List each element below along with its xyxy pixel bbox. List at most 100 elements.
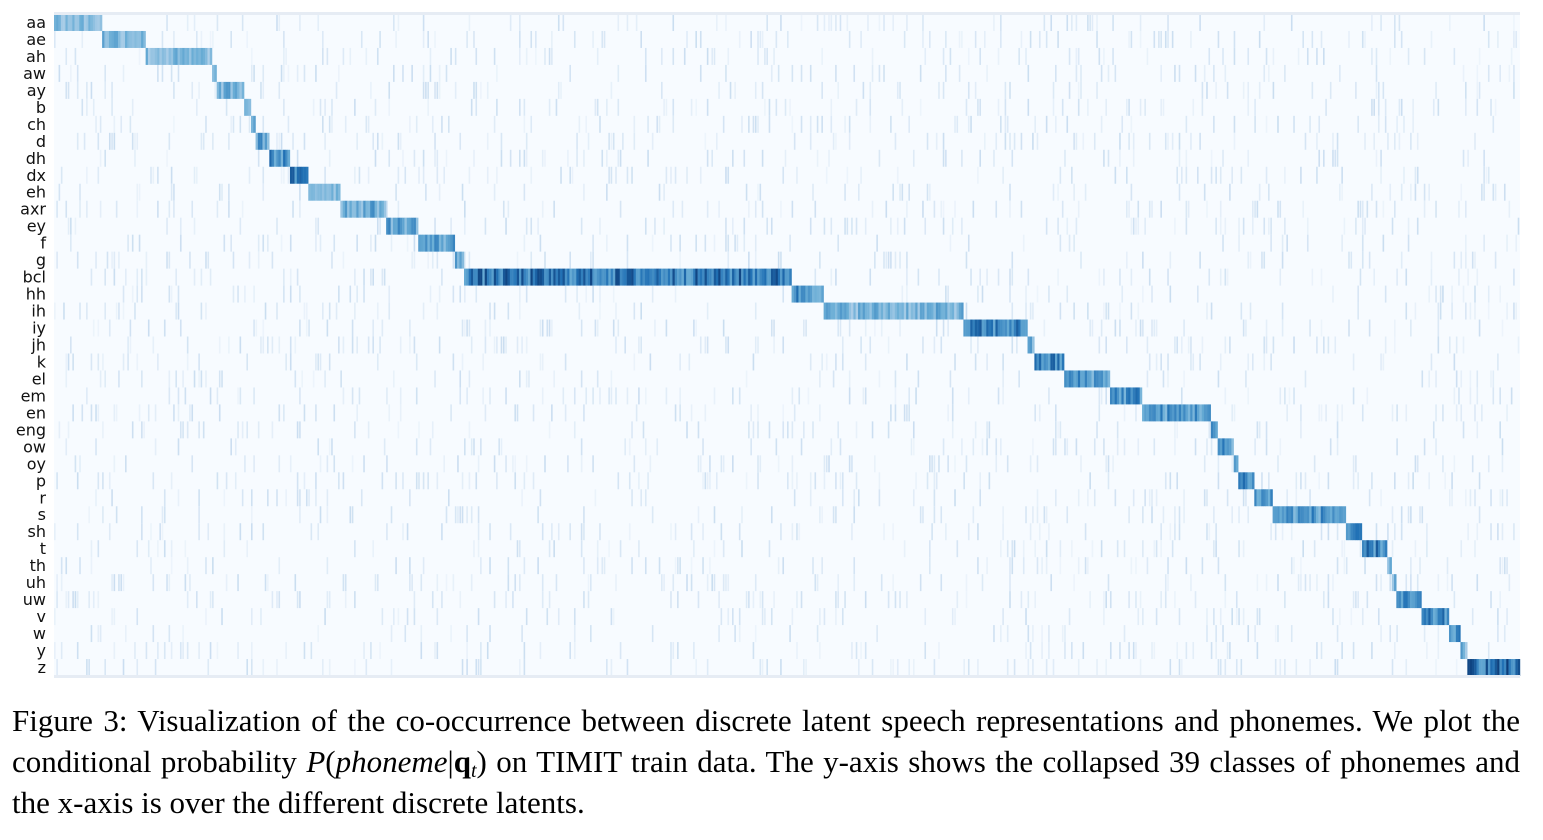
heatmap-cell: [1059, 421, 1062, 439]
heatmap-cell: [1396, 404, 1398, 422]
heatmap-cell-diagonal: [1103, 370, 1106, 388]
heatmap-cell-diagonal: [748, 268, 751, 286]
heatmap-cell: [929, 30, 931, 48]
heatmap-cell: [1343, 217, 1346, 235]
heatmap-cell: [161, 523, 164, 541]
heatmap-cell: [422, 14, 425, 31]
heatmap-cell: [86, 81, 88, 99]
heatmap-cell: [1272, 81, 1275, 99]
heatmap-cell: [1185, 166, 1188, 184]
heatmap-cell-diagonal: [1375, 540, 1379, 558]
heatmap-cell: [1405, 302, 1408, 320]
heatmap-cell: [1208, 47, 1211, 65]
heatmap-cell: [1242, 81, 1245, 99]
heatmap-cell: [631, 166, 633, 184]
heatmap-cell: [672, 14, 675, 31]
heatmap-cell: [722, 455, 725, 473]
heatmap-cell: [102, 421, 104, 439]
heatmap-cell: [1142, 319, 1144, 337]
heatmap-cell: [1091, 319, 1094, 337]
heatmap-cell: [65, 81, 68, 99]
heatmap-cell: [482, 387, 484, 405]
heatmap-cell-diagonal: [294, 166, 298, 184]
heatmap-cell-diagonal: [484, 268, 488, 286]
heatmap-cell: [906, 268, 908, 286]
heatmap-cell-diagonal: [1444, 608, 1447, 626]
heatmap-cell: [1224, 574, 1227, 592]
heatmap-cell: [954, 489, 956, 507]
heatmap-cell: [906, 285, 908, 303]
heatmap-cell: [1064, 642, 1066, 660]
heatmap-cell: [386, 200, 388, 218]
heatmap-cell-diagonal: [512, 268, 515, 286]
heatmap-cell: [1169, 523, 1172, 541]
heatmap-cell: [864, 591, 867, 609]
heatmap-cell: [1057, 268, 1059, 286]
heatmap-cell: [1432, 421, 1435, 439]
heatmap-cell: [853, 574, 856, 592]
heatmap-cell: [230, 234, 232, 252]
heatmap-cell: [967, 523, 970, 541]
heatmap-cell: [477, 608, 480, 626]
heatmap-cell: [1304, 574, 1307, 592]
heatmap-cell: [715, 132, 718, 150]
heatmap-cell: [860, 336, 862, 354]
heatmap-cell: [381, 608, 384, 626]
heatmap-cell: [972, 438, 975, 456]
heatmap-cell: [1105, 336, 1107, 354]
heatmap-cell: [267, 234, 269, 252]
heatmap-cell: [1167, 30, 1169, 48]
heatmap-cell: [846, 166, 849, 184]
heatmap-cell: [1254, 98, 1256, 116]
heatmap-cell: [1011, 268, 1014, 286]
heatmap-cell: [546, 319, 549, 337]
heatmap-cell: [86, 166, 88, 184]
heatmap-cell: [553, 370, 555, 388]
heatmap-cell-diagonal: [894, 302, 898, 320]
heatmap-cell: [179, 421, 182, 439]
heatmap-cell: [244, 285, 246, 303]
heatmap-cell-diagonal: [159, 47, 162, 65]
heatmap-cell: [372, 540, 374, 558]
heatmap-cell: [138, 234, 141, 252]
heatmap-cell: [489, 302, 491, 320]
heatmap-cell: [452, 285, 455, 303]
heatmap-cell: [571, 166, 574, 184]
heatmap-cell: [1435, 200, 1437, 218]
heatmap-cell: [214, 81, 216, 99]
heatmap-cell: [523, 115, 526, 133]
heatmap-cell: [207, 251, 210, 269]
heatmap-cell: [894, 370, 897, 388]
heatmap-cell-diagonal: [312, 183, 316, 201]
heatmap-cell: [1465, 302, 1467, 320]
heatmap-cell: [1414, 540, 1417, 558]
heatmap-cell: [1247, 149, 1250, 167]
heatmap-cell: [1155, 353, 1158, 371]
heatmap-cell: [205, 302, 207, 320]
heatmap-cell: [541, 319, 544, 337]
heatmap-cell: [1148, 200, 1151, 218]
heatmap-cell: [136, 183, 139, 201]
heatmap-cell-diagonal: [292, 166, 295, 184]
heatmap-cell: [1071, 540, 1073, 558]
heatmap-cell-diagonal: [919, 302, 923, 320]
heatmap-cell: [1474, 302, 1476, 320]
heatmap-cell: [1423, 183, 1426, 201]
heatmap-cell: [883, 251, 885, 269]
heatmap-cell: [322, 47, 324, 65]
heatmap-cell: [1119, 302, 1121, 320]
heatmap-cell: [1247, 47, 1250, 65]
heatmap-cell: [580, 523, 583, 541]
heatmap-cell: [1364, 557, 1366, 575]
heatmap-cell: [1389, 574, 1392, 592]
heatmap-cell: [951, 217, 954, 235]
heatmap-cell: [122, 285, 125, 303]
heatmap-cell: [193, 268, 196, 286]
heatmap-cell-diagonal: [141, 30, 144, 48]
heatmap-cell: [651, 285, 654, 303]
heatmap-cell: [663, 217, 665, 235]
heatmap-cell: [234, 438, 237, 456]
heatmap-cell: [505, 591, 507, 609]
heatmap-cell: [1476, 421, 1479, 439]
heatmap-cell: [615, 387, 617, 405]
